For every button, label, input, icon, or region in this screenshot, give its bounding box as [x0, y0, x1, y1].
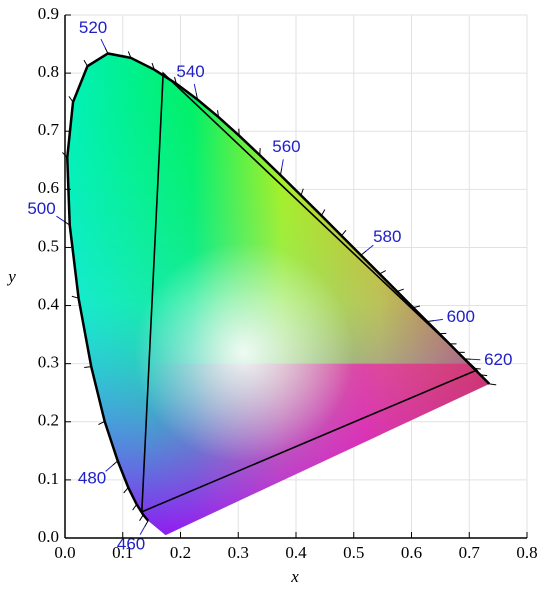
wavelength-tick	[361, 251, 366, 255]
label-leader	[106, 465, 113, 471]
wavelength-tick	[105, 47, 108, 53]
y-tick-label: 0.8	[38, 62, 59, 81]
x-tick-label: 0.6	[401, 543, 422, 562]
x-axis-label: x	[290, 567, 299, 586]
y-tick-label: 0.9	[38, 4, 59, 23]
label-leader	[101, 39, 105, 47]
label-leader	[140, 527, 145, 535]
label-leader	[194, 84, 196, 93]
wavelength-label: 620	[484, 350, 512, 369]
wavelength-tick	[140, 515, 144, 521]
y-tick-label: 0.3	[38, 353, 59, 372]
color-fill	[60, 15, 504, 538]
wavelength-tick	[69, 96, 73, 102]
y-axis-label: y	[6, 267, 16, 286]
wavelength-tick	[84, 60, 88, 66]
wavelength-label: 600	[447, 307, 475, 326]
wavelength-tick	[280, 168, 281, 175]
wavelength-tick	[124, 488, 129, 493]
label-leader	[282, 159, 284, 168]
y-tick-label: 0.4	[38, 294, 60, 313]
wavelength-tick	[145, 521, 149, 527]
y-tick-label: 0.2	[38, 411, 59, 430]
x-tick-label: 0.2	[170, 543, 191, 562]
x-tick-label: 0.5	[343, 543, 364, 562]
fill-white	[134, 242, 354, 462]
wavelength-tick	[413, 306, 420, 308]
wavelength-tick	[380, 271, 386, 274]
y-tick-label: 0.1	[38, 469, 59, 488]
wavelength-label: 580	[373, 227, 401, 246]
wavelength-label: 540	[176, 62, 204, 81]
label-leader	[471, 359, 480, 360]
wavelength-tick	[489, 384, 496, 385]
wavelength-tick	[133, 504, 137, 510]
x-tick-label: 0.7	[459, 543, 481, 562]
y-tick-label: 0.5	[38, 236, 59, 255]
wavelength-label: 500	[27, 199, 55, 218]
label-leader	[56, 216, 63, 221]
wavelength-tick	[112, 461, 117, 466]
wavelength-label: 520	[79, 18, 107, 37]
y-tick-label: 0.0	[38, 527, 59, 546]
wavelength-tick	[342, 230, 346, 235]
y-tick-label: 0.7	[38, 120, 60, 139]
x-tick-label: 0.4	[285, 543, 307, 562]
wavelength-tick	[321, 210, 324, 216]
x-tick-label: 0.8	[516, 543, 537, 562]
wavelength-tick	[397, 289, 404, 291]
wavelength-label: 480	[78, 469, 106, 488]
wavelength-tick	[427, 321, 434, 322]
label-leader	[434, 319, 443, 320]
x-tick-label: 0.3	[228, 543, 249, 562]
wavelength-label: 560	[272, 137, 300, 156]
y-tick-label: 0.6	[38, 178, 59, 197]
